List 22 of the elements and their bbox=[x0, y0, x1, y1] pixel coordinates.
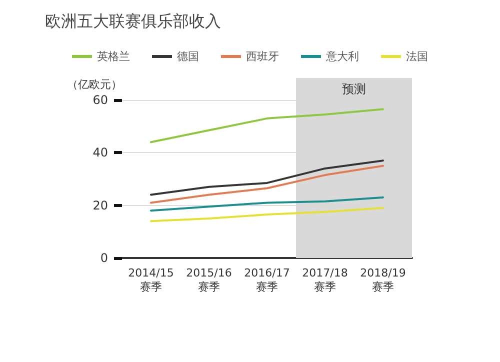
chart-title: 欧洲五大联赛俱乐部收入 bbox=[45, 12, 221, 30]
line-series bbox=[150, 160, 384, 196]
line-series bbox=[150, 108, 384, 144]
y-tick-label: 0 bbox=[100, 251, 108, 265]
legend-label: 英格兰 bbox=[97, 50, 130, 63]
x-tick-label: 2014/15 赛季 bbox=[128, 266, 174, 294]
x-tick-label: 2018/19 赛季 bbox=[360, 266, 406, 294]
x-tick-label: 2017/18 赛季 bbox=[302, 266, 348, 294]
legend-label: 德国 bbox=[177, 50, 199, 63]
legend-label: 西班牙 bbox=[246, 50, 279, 63]
x-tick-label: 2015/16 赛季 bbox=[186, 266, 232, 294]
x-tick-label: 2016/17 赛季 bbox=[244, 266, 290, 294]
line-series bbox=[150, 206, 384, 222]
band-label: 预测 bbox=[342, 82, 366, 96]
y-tick-label: 60 bbox=[92, 93, 108, 107]
y-axis-title: （亿欧元） bbox=[67, 78, 122, 91]
legend-label: 法国 bbox=[406, 50, 428, 63]
y-tick-label: 20 bbox=[92, 198, 108, 212]
line-series bbox=[150, 196, 384, 212]
y-tick-label: 40 bbox=[92, 146, 108, 160]
legend-label: 意大利 bbox=[325, 50, 359, 63]
line-series bbox=[150, 164, 384, 204]
